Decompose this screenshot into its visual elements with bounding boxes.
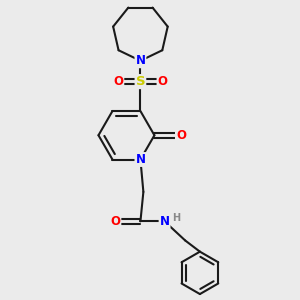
Text: S: S <box>136 75 145 88</box>
Text: O: O <box>110 215 120 228</box>
Text: H: H <box>172 213 180 223</box>
Text: N: N <box>135 54 146 67</box>
Text: O: O <box>113 75 123 88</box>
Text: O: O <box>158 75 167 88</box>
Text: N: N <box>160 215 170 228</box>
Text: N: N <box>135 153 146 166</box>
Text: O: O <box>176 129 186 142</box>
